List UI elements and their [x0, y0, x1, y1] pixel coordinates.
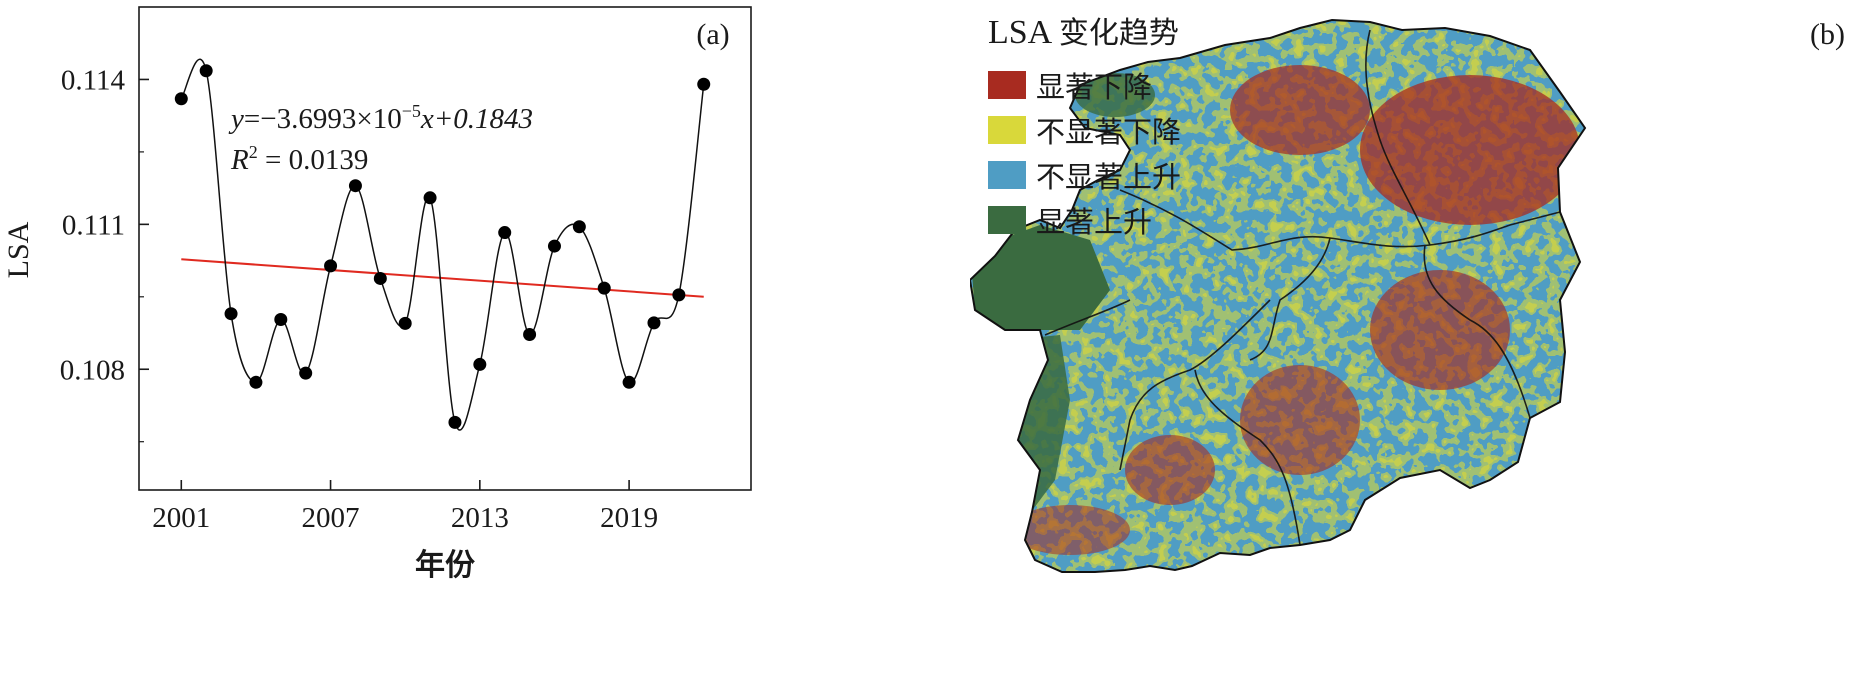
map-decline-zone	[1230, 65, 1370, 155]
panel-a-label: (a)	[696, 18, 729, 51]
legend-title-cjk: 变化趋势	[1058, 16, 1179, 51]
data-points	[174, 64, 711, 429]
y-axis-label: LSA	[2, 221, 35, 278]
x-tick-label: 2019	[600, 502, 658, 534]
legend-label: 显著下降	[1036, 69, 1153, 104]
legend-swatch	[988, 205, 1026, 234]
map-significant-increase-zone	[1075, 73, 1155, 117]
data-point	[373, 271, 387, 285]
data-point	[299, 366, 313, 380]
axis-ticks	[139, 78, 630, 490]
legend-label: 不显著上升	[1036, 159, 1182, 194]
lsa-trend-map-panel: LSA 变化趋势 显著下降 不显著下降 不显著上升 显著上升 (b)	[970, 0, 1859, 688]
tick-labels: 2001 2007 2013 2019 0.108 0.111 0.114	[60, 64, 658, 534]
legend-item-insignificant-increase: 不显著上升	[988, 152, 1181, 197]
y-tick-label: 0.108	[60, 354, 125, 386]
data-point	[622, 375, 636, 389]
y-tick-label: 0.111	[62, 209, 125, 241]
data-point	[224, 307, 238, 321]
y-tick-label: 0.114	[61, 64, 126, 96]
data-point	[498, 226, 512, 240]
data-point	[423, 191, 437, 205]
data-point	[672, 288, 686, 302]
data-point	[274, 313, 288, 327]
data-point	[473, 357, 487, 371]
plot-frame	[138, 6, 752, 491]
map-internal-boundaries	[1044, 29, 1561, 546]
data-point	[697, 77, 711, 91]
smoothed-curve	[180, 58, 705, 431]
map-decline-zone	[1360, 75, 1580, 225]
legend-label: 显著上升	[1036, 204, 1153, 239]
map-decline-zone	[1370, 270, 1510, 390]
trend-line	[181, 258, 704, 298]
legend-title-latin: LSA	[988, 14, 1051, 51]
map-significant-increase-zone	[970, 225, 1110, 330]
legend-item-significant-increase: 显著上升	[988, 197, 1181, 242]
panel-b-label: (b)	[1810, 18, 1845, 51]
x-tick-label: 2001	[152, 502, 210, 534]
trend-map	[970, 19, 1586, 573]
data-point	[572, 220, 586, 234]
x-axis-label: 年份	[415, 548, 475, 583]
data-point	[523, 327, 537, 341]
lsa-time-series-chart: 2001 2007 2013 2019 0.108 0.111 0.114 (a) y=−3…	[2, 6, 752, 583]
legend-swatch	[988, 160, 1026, 189]
data-point	[324, 259, 338, 273]
data-point	[199, 64, 213, 78]
map-legend: LSA 变化趋势 显著下降 不显著下降 不显著上升 显著上升	[988, 8, 1181, 242]
x-tick-label: 2007	[302, 502, 360, 534]
regression-equation: y=−3.6993×10−5x+0.1843	[228, 101, 533, 135]
legend-item-insignificant-decrease: 不显著下降	[988, 107, 1181, 152]
data-point	[597, 281, 611, 295]
legend-label: 不显著下降	[1036, 114, 1182, 149]
map-decline-zone	[1125, 435, 1215, 505]
data-point	[398, 316, 412, 330]
data-point	[547, 239, 561, 253]
r-squared: R2 = 0.0139	[230, 142, 368, 176]
legend-item-significant-decrease: 显著下降	[988, 62, 1181, 107]
data-point	[448, 415, 462, 429]
x-tick-label: 2013	[451, 502, 509, 534]
data-point	[249, 375, 263, 389]
data-point	[647, 316, 661, 330]
legend-swatch	[988, 70, 1026, 99]
legend-title: LSA 变化趋势	[988, 8, 1181, 52]
map-decline-zone	[1240, 365, 1360, 475]
legend-swatch	[988, 115, 1026, 144]
data-point	[174, 92, 188, 106]
map-decline-zone	[1010, 505, 1130, 555]
data-point	[348, 179, 362, 193]
